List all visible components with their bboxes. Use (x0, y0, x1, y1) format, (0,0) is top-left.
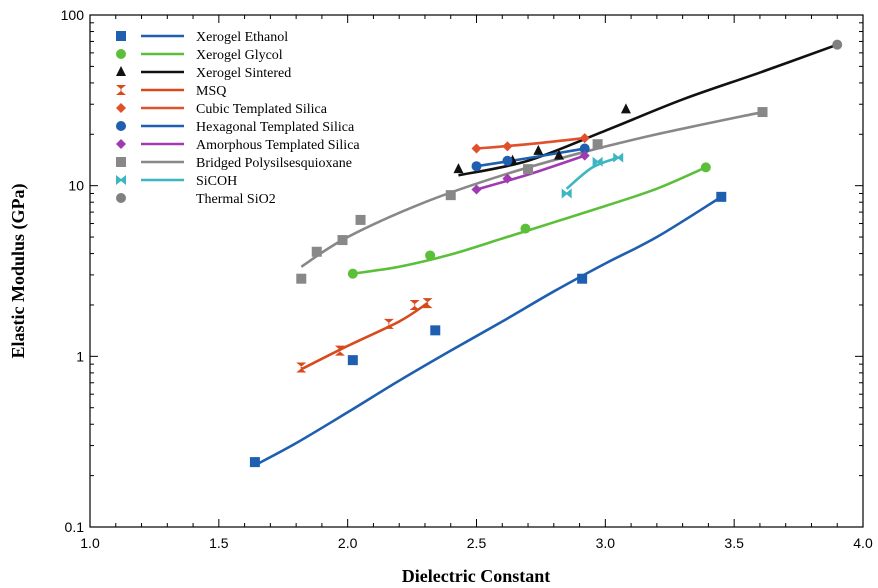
legend-marker-thermal-sio2 (116, 193, 126, 203)
point-xerogel-glycol-0 (347, 268, 358, 279)
fit-line-msq (300, 302, 429, 371)
point-xerogel-ethanol-1 (347, 355, 358, 366)
point-msq-4 (422, 298, 433, 309)
y-axis-label: Elastic Modulus (GPa) (8, 183, 29, 358)
x-tick-label-0: 1.0 (80, 535, 100, 551)
x-tick-label-4: 3.0 (596, 535, 616, 551)
fit-line-cubic-templated-silica (476, 136, 585, 150)
legend-marker-amorphous-templated-silica (116, 139, 126, 149)
point-xerogel-sintered-2 (533, 144, 544, 155)
point-bridged-polysilsesquioxane-5 (523, 164, 534, 175)
legend-label-xerogel-glycol: Xerogel Glycol (196, 48, 283, 63)
x-tick-label-3: 2.5 (467, 535, 487, 551)
fit-line-xerogel-glycol (352, 166, 707, 275)
point-cubic-templated-silica-1 (502, 141, 513, 152)
point-msq-0 (296, 362, 307, 373)
legend-label-xerogel-ethanol: Xerogel Ethanol (196, 30, 288, 45)
y-axis-ticks: 0.1 1 10 100 (61, 7, 863, 535)
x-axis-ticks: 1.0 1.5 2.0 2.5 3.0 3.5 4.0 (80, 15, 873, 551)
point-xerogel-glycol-3 (700, 162, 711, 173)
legend-marker-msq (116, 85, 126, 95)
legend-label-sicoh: SiCOH (196, 174, 237, 189)
x-tick-label-2: 2.0 (338, 535, 358, 551)
fit-line-xerogel-ethanol (254, 195, 722, 467)
point-bridged-polysilsesquioxane-7 (757, 107, 768, 118)
y-tick-label-3: 100 (61, 7, 85, 23)
point-bridged-polysilsesquioxane-3 (355, 214, 366, 225)
point-bridged-polysilsesquioxane-1 (311, 246, 322, 257)
y-tick-label-2: 10 (68, 178, 84, 194)
legend-label-hexagonal-templated-silica: Hexagonal Templated Silica (196, 120, 355, 135)
legend-marker-xerogel-sintered (116, 66, 126, 76)
x-tick-label-1: 1.5 (209, 535, 229, 551)
fit-line-xerogel-sintered (458, 43, 838, 177)
legend: Xerogel Ethanol Xerogel Glycol Xerogel Sin… (116, 30, 360, 207)
legend-marker-cubic-templated-silica (116, 103, 126, 113)
legend-label-xerogel-sintered: Xerogel Sintered (196, 66, 291, 81)
fit-line-hexagonal-templated-silica (476, 147, 585, 168)
y-tick-label-0: 0.1 (65, 519, 85, 535)
point-bridged-polysilsesquioxane-6 (592, 139, 603, 150)
point-msq-2 (383, 318, 394, 329)
legend-label-amorphous-templated-silica: Amorphous Templated Silica (196, 138, 360, 153)
point-amorphous-templated-silica-0 (471, 184, 482, 195)
point-bridged-polysilsesquioxane-4 (445, 190, 456, 201)
point-amorphous-templated-silica-1 (502, 173, 513, 184)
point-xerogel-sintered-3 (553, 149, 564, 160)
legend-marker-sicoh (116, 175, 126, 185)
y-tick-label-1: 1 (76, 348, 84, 364)
data-markers (249, 39, 843, 468)
x-tick-label-5: 3.5 (724, 535, 744, 551)
legend-marker-hexagonal-templated-silica (116, 121, 126, 131)
x-axis-label: Dielectric Constant (402, 566, 550, 586)
legend-label-thermal-sio2: Thermal SiO2 (196, 192, 276, 207)
point-xerogel-sintered-4 (620, 103, 631, 114)
point-hexagonal-templated-silica-2 (579, 143, 590, 154)
point-xerogel-glycol-1 (425, 250, 436, 261)
point-xerogel-ethanol-0 (249, 457, 260, 468)
point-xerogel-ethanol-3 (577, 273, 588, 284)
legend-label-cubic-templated-silica: Cubic Templated Silica (196, 102, 328, 117)
point-msq-1 (334, 345, 345, 356)
point-sicoh-2 (613, 152, 624, 163)
legend-marker-xerogel-glycol (116, 49, 126, 59)
point-thermal-sio2-0 (832, 39, 843, 50)
x-tick-label-6: 4.0 (853, 535, 873, 551)
fit-lines (254, 43, 838, 467)
legend-label-bridged-polysilsesquioxane: Bridged Polysilsesquioxane (196, 156, 352, 171)
point-xerogel-glycol-2 (520, 223, 531, 234)
point-bridged-polysilsesquioxane-2 (337, 235, 348, 246)
fit-line-bridged-polysilsesquioxane (300, 110, 763, 268)
fit-line-amorphous-templated-silica (476, 154, 586, 191)
point-hexagonal-templated-silica-0 (471, 161, 482, 172)
point-amorphous-templated-silica-2 (579, 150, 590, 161)
point-xerogel-ethanol-4 (716, 191, 727, 202)
point-cubic-templated-silica-2 (579, 133, 590, 144)
point-cubic-templated-silica-0 (471, 143, 482, 154)
point-xerogel-ethanol-2 (430, 325, 441, 336)
legend-marker-xerogel-ethanol (116, 31, 126, 41)
point-xerogel-sintered-0 (453, 163, 464, 174)
point-msq-3 (409, 299, 420, 310)
point-sicoh-1 (592, 156, 603, 167)
point-hexagonal-templated-silica-1 (502, 155, 513, 166)
fit-line-sicoh (565, 156, 619, 190)
legend-marker-bridged-polysilsesquioxane (116, 157, 126, 167)
point-bridged-polysilsesquioxane-0 (296, 273, 307, 284)
legend-label-msq: MSQ (196, 84, 226, 99)
point-sicoh-0 (561, 188, 572, 199)
